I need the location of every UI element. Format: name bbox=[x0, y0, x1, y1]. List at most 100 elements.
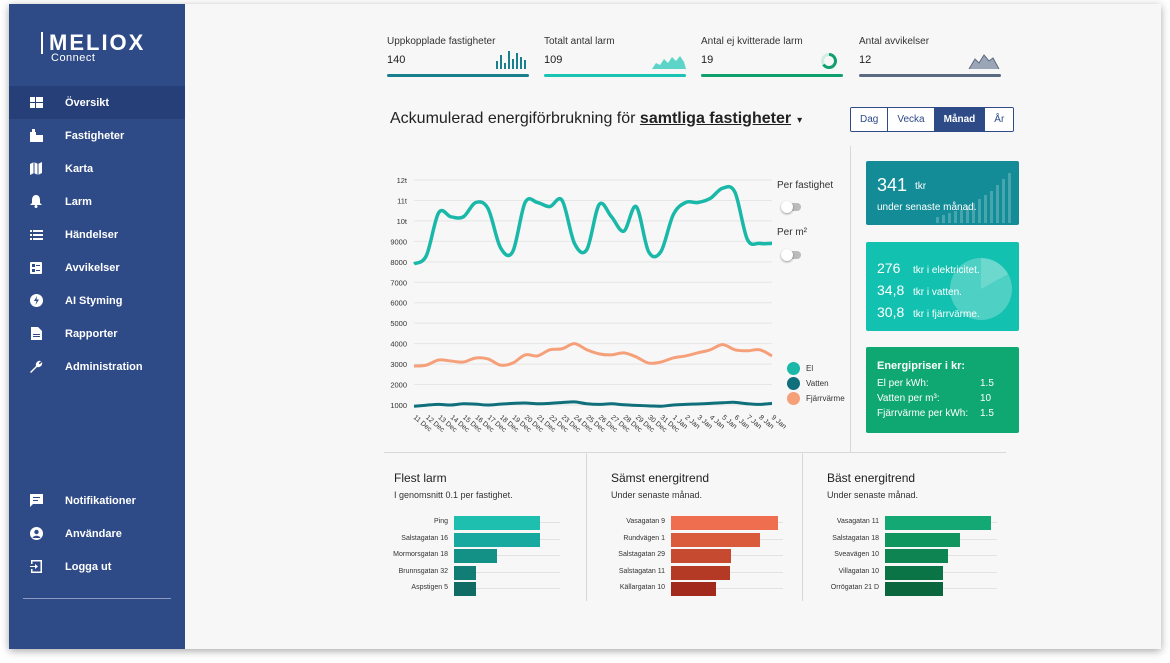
nav-item-administration[interactable]: Administration bbox=[9, 350, 185, 383]
ranking-row[interactable]: Ping bbox=[384, 516, 560, 530]
ranking-row[interactable]: Sveavägen 10 bbox=[817, 549, 997, 563]
energy-prices-title: Energipriser i kr: bbox=[877, 360, 966, 372]
cost-heat-value: 30,8 bbox=[877, 304, 905, 320]
nav-item-avvikelser[interactable]: Avvikelser bbox=[9, 251, 185, 284]
bottom-nav: Notifikationer Användare Logga ut bbox=[9, 484, 185, 583]
total-cost-unit: tkr bbox=[915, 181, 927, 192]
logout-icon bbox=[29, 560, 43, 574]
kpi-card[interactable]: Uppkopplade fastigheter 140 bbox=[387, 36, 529, 80]
ranking-row[interactable]: Vasagatan 11 bbox=[817, 516, 997, 530]
ranking-row[interactable]: Salstagatan 18 bbox=[817, 532, 997, 547]
nav-item-label: Larm bbox=[65, 195, 92, 208]
nav-item-karta[interactable]: Karta bbox=[9, 152, 185, 185]
bars-decoration-icon bbox=[936, 173, 1011, 223]
series-line-el[interactable] bbox=[413, 184, 773, 266]
ranking-label: Salstagatan 29 bbox=[618, 551, 665, 558]
ranking-bar bbox=[454, 582, 476, 596]
ranking-row[interactable]: Salstagatan 29 bbox=[601, 549, 783, 563]
ranking-row[interactable]: Salstagatan 11 bbox=[601, 565, 783, 580]
ranking-row[interactable]: Vasagatan 9 bbox=[601, 516, 783, 530]
nav-item-översikt[interactable]: Översikt bbox=[9, 86, 185, 119]
series-line-vatten[interactable] bbox=[413, 400, 773, 408]
divider bbox=[384, 452, 1006, 453]
cost-water-value: 34,8 bbox=[877, 282, 905, 298]
sidebar-divider bbox=[23, 598, 171, 599]
chevron-down-icon[interactable]: ▾ bbox=[797, 115, 803, 126]
ranking-row[interactable]: Orrögatan 21 D bbox=[817, 582, 997, 596]
ranking-label: Orrögatan 21 D bbox=[830, 584, 879, 591]
cost-heat-row: 30,8 tkr i fjärrvärme. bbox=[877, 304, 980, 320]
wrench-icon bbox=[29, 360, 43, 374]
per-property-toggle[interactable] bbox=[781, 201, 801, 213]
nav-item-användare[interactable]: Användare bbox=[9, 517, 185, 550]
period-tab[interactable]: År bbox=[985, 108, 1014, 131]
ranking-row[interactable]: Brunnsgatan 32 bbox=[384, 565, 560, 580]
per-m2-label: Per m² bbox=[777, 227, 807, 238]
ranking-bar bbox=[454, 516, 540, 530]
y-tick-label: 3000 bbox=[390, 360, 407, 369]
cost-el-text: tkr i elektricitet. bbox=[913, 265, 980, 276]
list-icon bbox=[29, 228, 43, 242]
sidebar: MELIOX Connect Översikt Fastigheter Karta L… bbox=[9, 4, 185, 649]
period-tab[interactable]: Dag bbox=[851, 108, 889, 131]
cost-water-row: 34,8 tkr i vatten. bbox=[877, 282, 962, 298]
ranking-row[interactable]: Rundvägen 1 bbox=[601, 532, 783, 547]
kpi-label: Antal avvikelser bbox=[859, 36, 930, 47]
ranking-bar bbox=[454, 565, 476, 580]
panel-subtitle: Under senaste månad. bbox=[611, 490, 703, 500]
ranking-bar bbox=[885, 565, 943, 580]
ranking-row[interactable]: Mormorsgatan 18 bbox=[384, 549, 560, 563]
ranking-label: Sveavägen 10 bbox=[834, 551, 879, 558]
period-tab[interactable]: Månad bbox=[934, 108, 986, 131]
nav-item-ai-styming[interactable]: AI Styming bbox=[9, 284, 185, 317]
divider bbox=[850, 146, 851, 452]
ranking-label: Salstagatan 11 bbox=[618, 567, 665, 575]
property-selector[interactable]: samtliga fastigheter bbox=[639, 110, 792, 127]
y-tick-label: 11t bbox=[397, 196, 408, 205]
kpi-underline bbox=[701, 74, 843, 77]
bar-track bbox=[454, 571, 560, 573]
kpi-card[interactable]: Antal avvikelser 12 bbox=[859, 36, 1001, 80]
building-icon bbox=[29, 129, 43, 143]
panel-subtitle: Under senaste månad. bbox=[827, 490, 919, 500]
legend-swatch bbox=[787, 377, 800, 390]
cost-el-value: 276 bbox=[877, 260, 901, 276]
bolt-icon bbox=[29, 294, 43, 308]
y-tick-label: 7000 bbox=[390, 278, 407, 287]
kpi-value: 12 bbox=[859, 54, 872, 66]
nav-item-label: Översikt bbox=[65, 96, 110, 109]
kpi-value: 19 bbox=[701, 54, 714, 66]
nav-item-händelser[interactable]: Händelser bbox=[9, 218, 185, 251]
period-tab[interactable]: Vecka bbox=[888, 108, 935, 131]
period-selector: Dag Vecka Månad År bbox=[850, 107, 1015, 132]
pie-decoration-icon bbox=[950, 258, 1012, 320]
ranking-row[interactable]: Villagatan 10 bbox=[817, 565, 997, 580]
ranking-row[interactable]: Salstagatan 16 bbox=[384, 532, 560, 547]
nav-item-notifikationer[interactable]: Notifikationer bbox=[9, 484, 185, 517]
divider bbox=[802, 453, 803, 601]
kpi-value: 109 bbox=[544, 54, 563, 66]
per-m2-toggle[interactable] bbox=[781, 249, 801, 261]
kpi-value: 140 bbox=[387, 54, 406, 66]
ranking-row[interactable]: Aspstigen 5 bbox=[384, 582, 560, 596]
legend-item[interactable]: Vatten bbox=[787, 377, 829, 390]
series-line-fjärrvärme[interactable] bbox=[413, 342, 773, 368]
bar-track bbox=[454, 555, 560, 556]
nav-item-label: Fastigheter bbox=[65, 129, 125, 142]
kpi-card[interactable]: Totalt antal larm 109 bbox=[544, 36, 686, 80]
nav-item-rapporter[interactable]: Rapporter bbox=[9, 317, 185, 350]
legend-item[interactable]: Fjärrvärme bbox=[787, 392, 845, 405]
nav-item-logga-ut[interactable]: Logga ut bbox=[9, 550, 185, 583]
legend-item[interactable]: El bbox=[787, 362, 813, 375]
ranking-label: Källargatan 10 bbox=[619, 584, 665, 591]
page-title: Ackumulerad energiförbrukning för samtli… bbox=[390, 110, 802, 128]
nav-item-fastigheter[interactable]: Fastigheter bbox=[9, 119, 185, 152]
ranking-row[interactable]: Källargatan 10 bbox=[601, 582, 783, 596]
legend-swatch bbox=[787, 362, 800, 375]
kpi-card[interactable]: Antal ej kvitterade larm 19 bbox=[701, 36, 843, 80]
legend-label: Fjärrvärme bbox=[806, 394, 845, 403]
nav-item-larm[interactable]: Larm bbox=[9, 185, 185, 218]
panel-title: Bäst energitrend bbox=[827, 471, 916, 485]
app-window: MELIOX Connect Översikt Fastigheter Karta L… bbox=[9, 4, 1161, 649]
ranking-label: Aspstigen 5 bbox=[411, 584, 448, 591]
